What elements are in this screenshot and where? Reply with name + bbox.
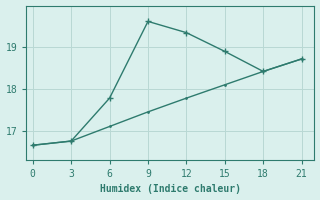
X-axis label: Humidex (Indice chaleur): Humidex (Indice chaleur)	[100, 184, 241, 194]
